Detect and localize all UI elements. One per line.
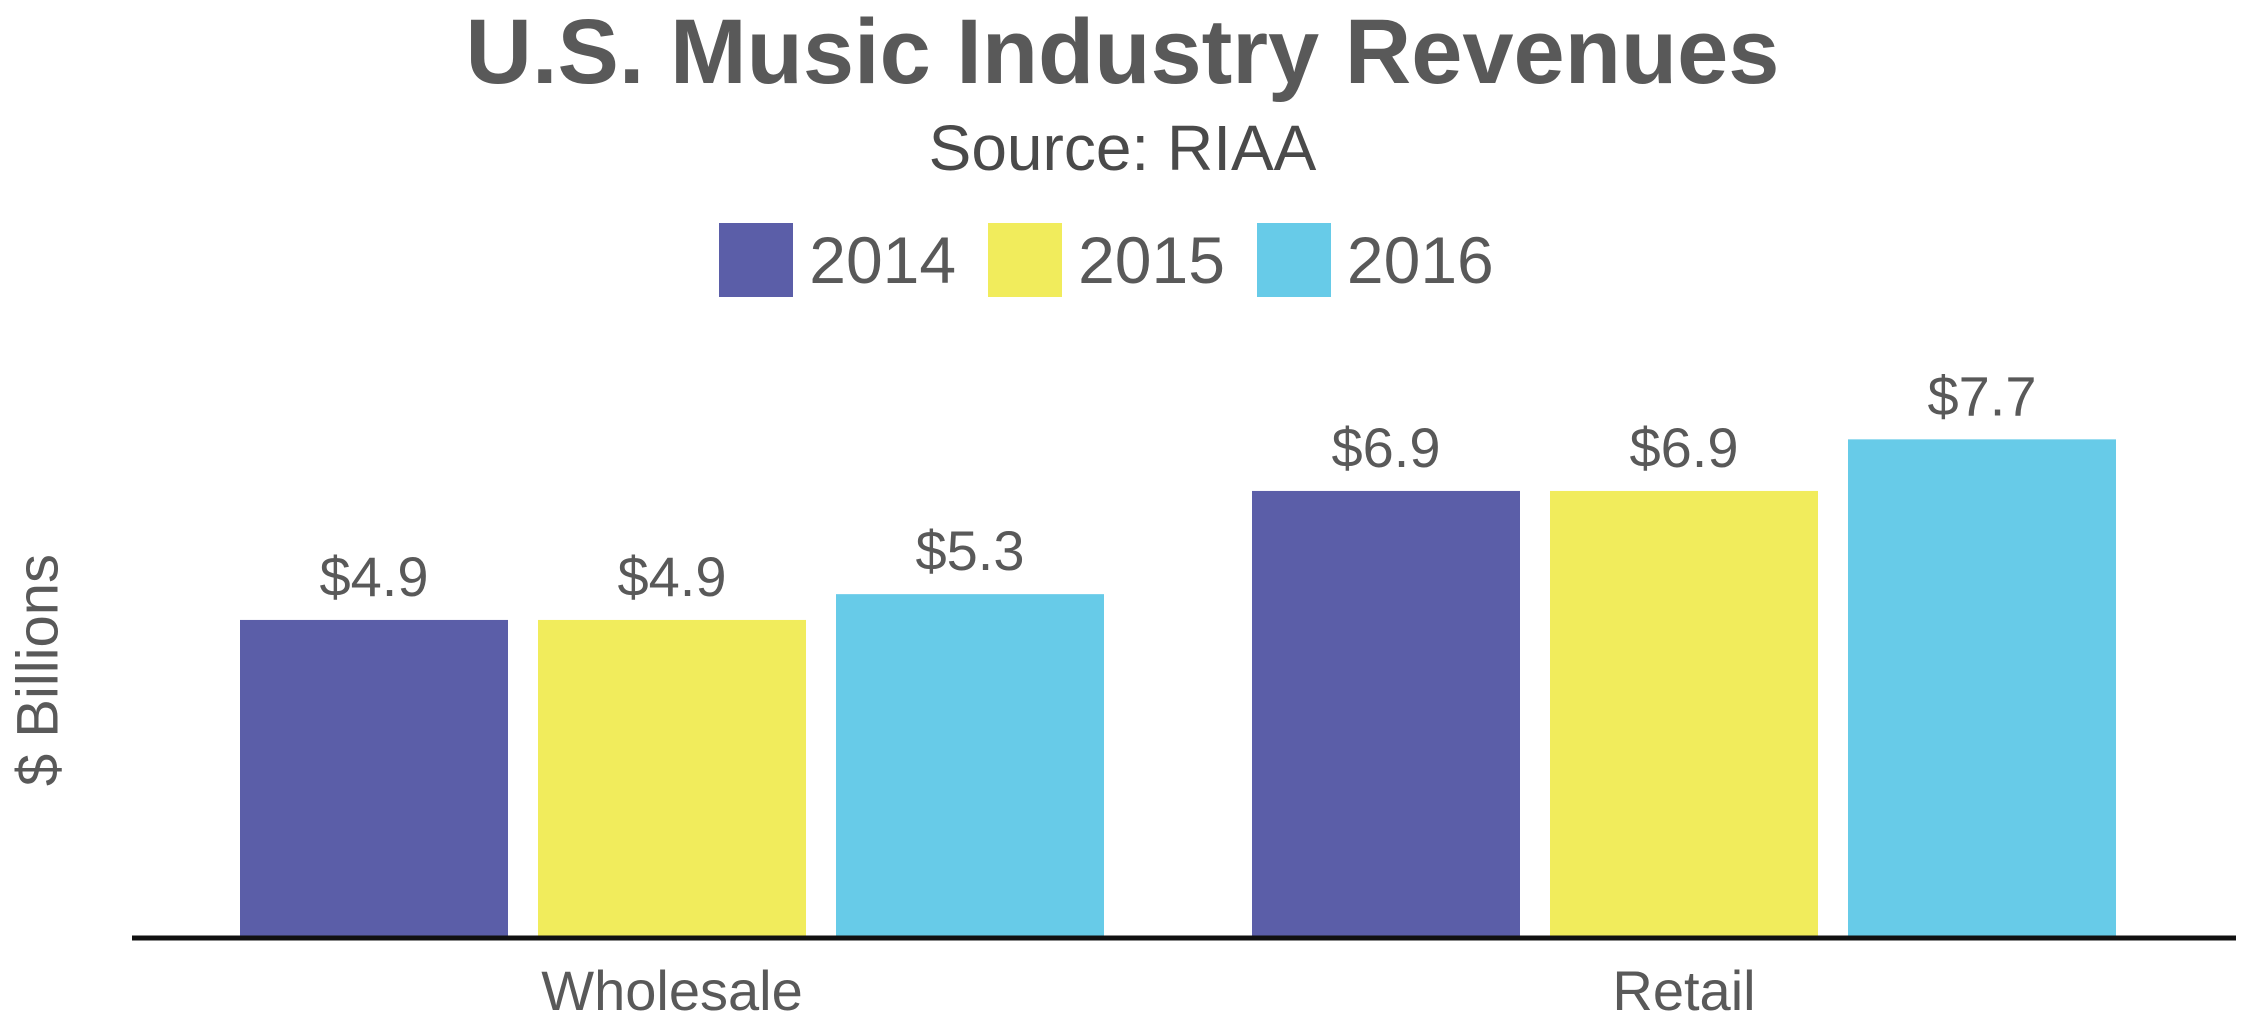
bar-wholesale-2015 <box>538 619 806 936</box>
legend: 2014 2015 2016 <box>0 220 2245 300</box>
x-tick-label-retail: Retail <box>1612 959 1755 1022</box>
legend-label-series-2: 2016 <box>1346 223 1494 297</box>
data-label-wholesale-2015: $4.9 <box>618 545 727 608</box>
legend-label-series-1: 2015 <box>1078 223 1225 297</box>
legend-swatch-series-0 <box>719 223 794 297</box>
data-label-retail-2016: $7.7 <box>1928 364 2037 427</box>
data-label-retail-2015: $6.9 <box>1630 416 1739 479</box>
legend-label-series-0: 2014 <box>809 223 957 297</box>
legend-item-series-0: 2014 <box>719 223 956 297</box>
legend-swatch-series-1 <box>988 223 1063 297</box>
bar-wholesale-2016 <box>836 594 1104 936</box>
legend-item-series-2: 2016 <box>1256 223 1494 297</box>
data-label-wholesale-2016: $5.3 <box>916 519 1025 582</box>
legend-item-series-1: 2015 <box>988 223 1225 297</box>
chart-subtitle: Source: RIAA <box>928 112 1317 184</box>
x-tick-label-wholesale: Wholesale <box>541 959 802 1022</box>
data-label-retail-2014: $6.9 <box>1332 416 1441 479</box>
bar-retail-2016 <box>1848 439 2116 936</box>
bar-retail-2015 <box>1550 490 1818 936</box>
chart-title: U.S. Music Industry Revenues <box>465 1 1780 103</box>
bar-retail-2014 <box>1252 490 1520 936</box>
legend-swatch-series-2 <box>1256 223 1331 297</box>
bar-wholesale-2014 <box>240 619 508 936</box>
data-label-wholesale-2014: $4.9 <box>320 545 429 608</box>
